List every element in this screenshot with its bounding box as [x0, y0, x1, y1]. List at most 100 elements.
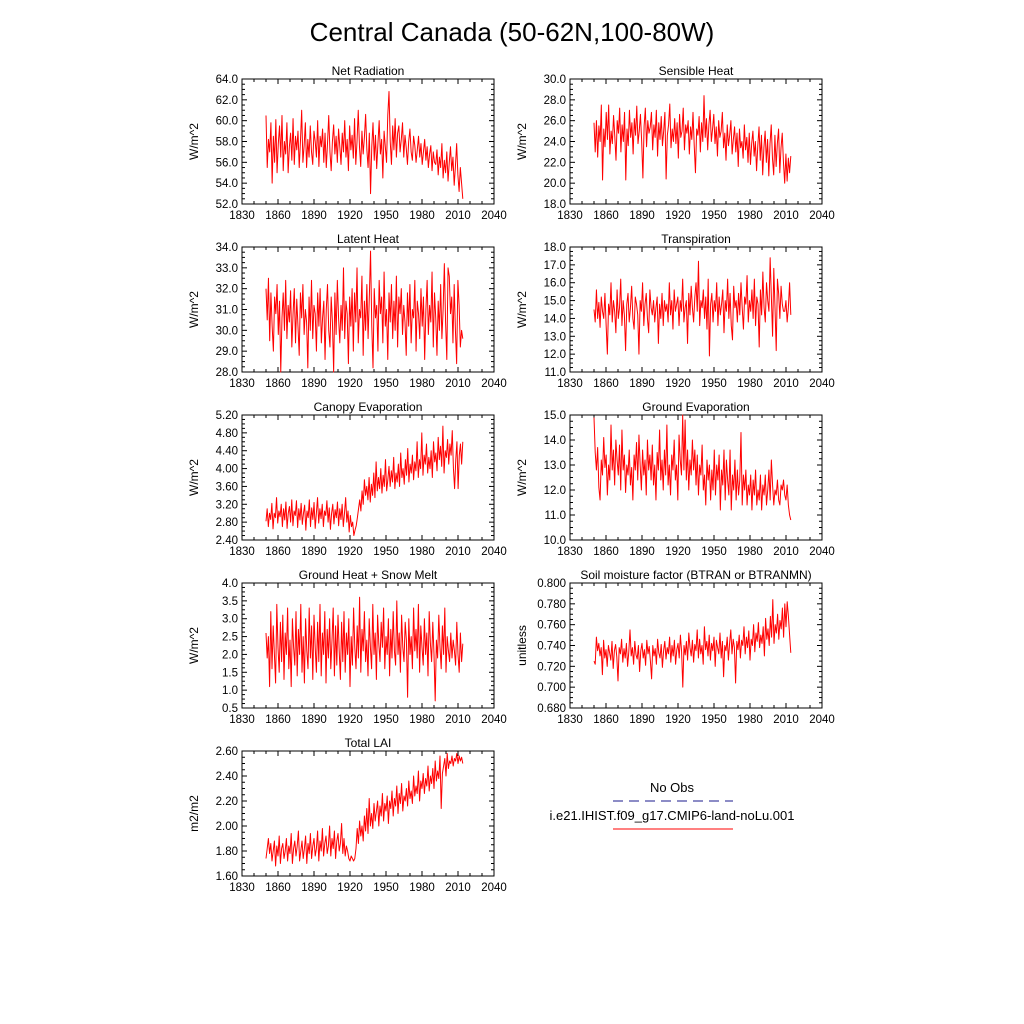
- x-tick-label: 1950: [701, 378, 727, 390]
- y-tick-label: 11.0: [544, 367, 566, 379]
- y-tick-label: 28.0: [544, 95, 566, 107]
- y-tick-label: 0.5: [222, 703, 238, 715]
- y-tick-label: 62.0: [216, 95, 238, 107]
- x-tick-label: 2010: [773, 210, 799, 222]
- x-tick-label: 2010: [445, 210, 471, 222]
- y-tick-label: 52.0: [216, 199, 238, 211]
- panel-5: Ground Evaporation W/m^2 1830 1860 1890 1920 1…: [515, 400, 835, 558]
- y-tick-label: 18.0: [544, 242, 566, 254]
- x-tick-label: 1920: [665, 546, 691, 558]
- y-tick-label: 4.80: [216, 428, 238, 440]
- x-tick-label: 1920: [665, 210, 691, 222]
- panel-title: Total LAI: [345, 736, 392, 750]
- panel-title: Transpiration: [661, 232, 731, 246]
- x-tick-label: 2040: [809, 714, 835, 726]
- y-tick-label: 0.720: [537, 661, 566, 673]
- x-tick-label: 2040: [809, 546, 835, 558]
- x-tick-label: 1980: [409, 882, 435, 894]
- x-tick-label: 2040: [809, 210, 835, 222]
- legend-model-label: i.e21.IHIST.f09_g17.CMIP6-land-noLu.001: [550, 808, 795, 823]
- y-tick-label: 3.5: [222, 596, 238, 608]
- y-tick-label: 10.0: [544, 535, 566, 547]
- x-tick-label: 2010: [445, 378, 471, 390]
- y-tick-label: 11.0: [544, 510, 566, 522]
- y-tick-label: 24.0: [544, 137, 566, 149]
- y-tick-label: 0.780: [537, 599, 566, 611]
- series-line: [265, 753, 464, 867]
- plot-frame: [241, 414, 495, 541]
- y-tick-label: 2.00: [216, 821, 238, 833]
- x-tick-label: 1980: [409, 378, 435, 390]
- x-tick-label: 1980: [737, 546, 763, 558]
- x-tick-label: 1860: [265, 378, 291, 390]
- series-line: [265, 91, 464, 199]
- figure-title: Central Canada (50-62N,100-80W): [310, 17, 715, 47]
- y-tick-label: 3.60: [216, 481, 238, 493]
- panel-6: Ground Heat + Snow Melt W/m^2 1830 1860 1890…: [187, 568, 507, 726]
- x-tick-label: 1860: [593, 714, 619, 726]
- series-line: [593, 257, 792, 357]
- y-tick-label: 3.0: [222, 614, 238, 626]
- series-line: [265, 250, 464, 373]
- y-tick-label: 28.0: [216, 367, 238, 379]
- x-tick-label: 1950: [373, 546, 399, 558]
- y-tick-label: 14.0: [544, 435, 566, 447]
- y-tick-label: 0.800: [537, 578, 566, 590]
- x-tick-label: 1950: [373, 882, 399, 894]
- y-tick-label: 20.0: [544, 178, 566, 190]
- x-tick-label: 2010: [773, 714, 799, 726]
- y-tick-label: 22.0: [544, 157, 566, 169]
- y-tick-label: 60.0: [216, 116, 238, 128]
- y-tick-label: 58.0: [216, 137, 238, 149]
- y-axis-label: W/m^2: [515, 123, 529, 160]
- x-tick-label: 1920: [337, 546, 363, 558]
- y-axis-label: W/m^2: [187, 627, 201, 664]
- y-tick-label: 2.80: [216, 517, 238, 529]
- x-tick-label: 1920: [665, 378, 691, 390]
- series-line: [265, 596, 464, 702]
- y-tick-label: 2.40: [216, 535, 238, 547]
- y-tick-label: 12.0: [544, 349, 566, 361]
- panel-8: Total LAI m2/m2 1830 1860 1890 1920 1950 1980 20…: [187, 736, 507, 894]
- x-tick-label: 1920: [337, 210, 363, 222]
- panel-4: Canopy Evaporation W/m^2 1830 1860 1890 1920 1…: [187, 400, 507, 558]
- y-tick-label: 32.0: [216, 284, 238, 296]
- x-tick-label: 1980: [737, 378, 763, 390]
- y-tick-label: 15.0: [544, 296, 566, 308]
- x-tick-label: 1890: [629, 714, 655, 726]
- x-tick-label: 1920: [337, 378, 363, 390]
- y-axis-label: W/m^2: [187, 459, 201, 496]
- x-tick-label: 1890: [301, 378, 327, 390]
- y-tick-label: 2.5: [222, 632, 238, 644]
- x-tick-label: 2010: [445, 546, 471, 558]
- x-tick-label: 1890: [629, 546, 655, 558]
- x-tick-label: 2040: [481, 546, 507, 558]
- x-tick-label: 2010: [445, 882, 471, 894]
- series-line: [593, 95, 792, 184]
- panel-title: Soil moisture factor (BTRAN or BTRANMN): [580, 568, 811, 582]
- y-tick-label: 2.60: [216, 746, 238, 758]
- panel-title: Ground Evaporation: [642, 400, 749, 414]
- x-tick-label: 1950: [701, 714, 727, 726]
- x-tick-label: 1890: [629, 378, 655, 390]
- y-tick-label: 2.20: [216, 796, 238, 808]
- y-tick-label: 2.40: [216, 771, 238, 783]
- series-line: [593, 599, 792, 688]
- x-tick-label: 1950: [373, 714, 399, 726]
- panel-title: Sensible Heat: [659, 64, 734, 78]
- x-tick-label: 2040: [481, 882, 507, 894]
- x-tick-label: 1920: [337, 882, 363, 894]
- y-tick-label: 17.0: [544, 260, 566, 272]
- x-tick-label: 1860: [593, 378, 619, 390]
- panel-title: Canopy Evaporation: [314, 400, 423, 414]
- y-axis-label: W/m^2: [515, 291, 529, 328]
- x-tick-label: 1860: [265, 882, 291, 894]
- y-tick-label: 4.00: [216, 464, 238, 476]
- x-tick-label: 1830: [229, 210, 255, 222]
- y-tick-label: 1.5: [222, 667, 238, 679]
- x-tick-label: 1830: [557, 378, 583, 390]
- x-tick-label: 1860: [593, 546, 619, 558]
- x-tick-label: 1890: [301, 210, 327, 222]
- panel-2: Latent Heat W/m^2 1830 1860 1890 1920 1950 1980…: [187, 232, 507, 390]
- y-tick-label: 56.0: [216, 157, 238, 169]
